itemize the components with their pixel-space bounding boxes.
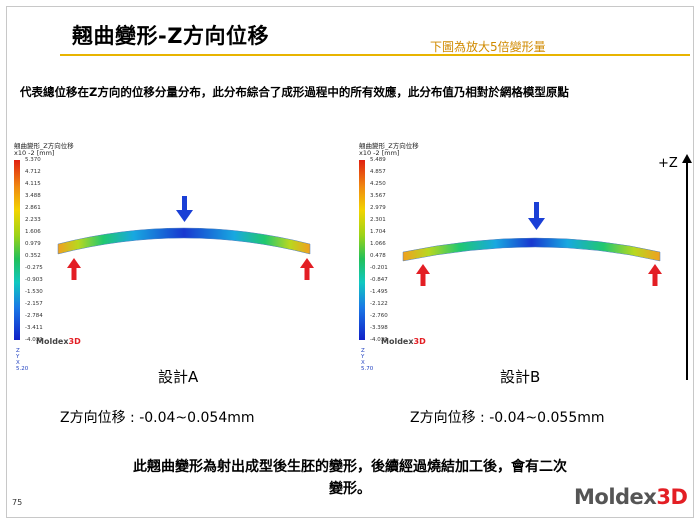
logo-text: Moldex bbox=[36, 337, 69, 346]
design-a-caption: 設計A bbox=[158, 368, 199, 386]
brand-accent: 3D bbox=[656, 485, 688, 509]
arrow-down-icon bbox=[176, 196, 193, 222]
scale-label: 2.233 bbox=[25, 217, 41, 223]
z-axis-label: +Z bbox=[658, 156, 678, 171]
plot-unit: x10 -2 [mm] bbox=[359, 149, 400, 157]
scale-label: 2.861 bbox=[25, 205, 41, 211]
deformed-part bbox=[402, 237, 661, 262]
slide-title: 翹曲變形-Z方向位移 bbox=[72, 24, 269, 48]
scale-label: -0.275 bbox=[25, 265, 43, 271]
moldex-logo-small: Moldex3D bbox=[381, 337, 426, 346]
slide-frame bbox=[6, 6, 694, 518]
title-underline bbox=[60, 54, 690, 56]
scale-label: -2.760 bbox=[370, 313, 388, 319]
conclusion-line: 此翹曲變形為射出成型後生胚的變形，後續經過燒結加工後，會有二次 bbox=[133, 459, 567, 475]
logo-accent: 3D bbox=[68, 337, 81, 346]
scale-label: -2.122 bbox=[370, 301, 388, 307]
description-text: 代表總位移在Z方向的位移分量分布，此分布綜合了成形過程中的所有效應，此分布值乃相… bbox=[20, 85, 569, 99]
design-b-displacement: Z方向位移 : -0.04~0.055mm bbox=[410, 410, 605, 426]
design-a-plot: 翹曲變形_Z方向位移 x10 -2 [mm] 5.370 4.712 4.115… bbox=[10, 138, 340, 378]
plot-unit: x10 -2 [mm] bbox=[14, 149, 55, 157]
moldex3d-logo: Moldex3D bbox=[574, 485, 688, 509]
scale-label: 0.352 bbox=[25, 253, 41, 259]
color-scale-labels: 5.370 4.712 4.115 3.488 2.861 2.233 1.60… bbox=[25, 157, 43, 343]
scale-label: 4.857 bbox=[370, 169, 386, 175]
z-axis-arrow-icon bbox=[682, 154, 692, 380]
scale-label: -4.039 bbox=[370, 337, 388, 343]
scale-label: -2.157 bbox=[25, 301, 43, 307]
axis-scale: 5.20 bbox=[16, 366, 29, 372]
warped-part-render bbox=[57, 196, 314, 280]
magnification-note: 下圖為放大5倍變形量 bbox=[430, 40, 546, 54]
warped-part-render bbox=[402, 202, 662, 286]
axis-scale: 5.70 bbox=[361, 366, 374, 372]
scale-label: -1.530 bbox=[25, 289, 43, 295]
page-number: 75 bbox=[12, 498, 23, 507]
conclusion-text: 此翹曲變形為射出成型後生胚的變形，後續經過燒結加工後，會有二次 變形。 bbox=[0, 456, 700, 500]
scale-label: 1.704 bbox=[370, 229, 386, 235]
axis-triad: Z Y X 5.70 bbox=[361, 348, 373, 372]
scale-label: 3.488 bbox=[25, 193, 41, 199]
brand-text: Moldex bbox=[574, 485, 657, 509]
scale-label: 4.115 bbox=[25, 181, 41, 187]
arrow-up-icon bbox=[416, 264, 430, 286]
plot-title: 翹曲變形_Z方向位移 bbox=[359, 142, 419, 150]
arrow-up-icon bbox=[300, 258, 314, 280]
scale-label: 0.478 bbox=[370, 253, 386, 259]
arrow-up-icon bbox=[67, 258, 81, 280]
scale-label: -3.398 bbox=[370, 325, 388, 331]
scale-label: -3.411 bbox=[25, 325, 43, 331]
scale-label: -2.784 bbox=[25, 313, 43, 319]
color-scale-bar bbox=[14, 160, 20, 340]
logo-text: Moldex bbox=[381, 337, 414, 346]
scale-label: 2.979 bbox=[370, 205, 386, 211]
design-a-displacement: Z方向位移 : -0.04~0.054mm bbox=[60, 410, 255, 426]
arrow-up-icon bbox=[648, 264, 662, 286]
scale-label: -1.495 bbox=[370, 289, 388, 295]
scale-label: -4.039 bbox=[25, 337, 43, 343]
axis-label: X bbox=[361, 360, 365, 366]
scale-label: -0.847 bbox=[370, 277, 388, 283]
design-b-caption: 設計B bbox=[500, 368, 541, 386]
axis-label: X bbox=[16, 360, 20, 366]
conclusion-line: 變形。 bbox=[329, 481, 371, 497]
logo-accent: 3D bbox=[413, 337, 426, 346]
arrow-down-icon bbox=[528, 202, 545, 230]
axis-label: Z bbox=[361, 348, 365, 354]
scale-label: 0.979 bbox=[25, 241, 41, 247]
scale-label: 1.066 bbox=[370, 241, 386, 247]
axis-label: Y bbox=[16, 354, 20, 360]
scale-label: 5.489 bbox=[370, 157, 386, 163]
scale-label: 4.712 bbox=[25, 169, 41, 175]
axis-label: Z bbox=[16, 348, 20, 354]
axis-triad: Z Y X 5.20 bbox=[16, 348, 28, 372]
scale-label: 1.606 bbox=[25, 229, 41, 235]
scale-label: 3.567 bbox=[370, 193, 386, 199]
scale-label: -0.903 bbox=[25, 277, 43, 283]
scale-label: 2.301 bbox=[370, 217, 386, 223]
axis-label: Y bbox=[361, 354, 365, 360]
moldex-logo-small: Moldex3D bbox=[36, 337, 81, 346]
color-scale-labels: 5.489 4.857 4.250 3.567 2.979 2.301 1.70… bbox=[370, 157, 388, 343]
scale-label: -0.201 bbox=[370, 265, 388, 271]
color-scale-bar bbox=[359, 160, 365, 340]
plot-title: 翹曲變形_Z方向位移 bbox=[14, 142, 74, 150]
scale-label: 4.250 bbox=[370, 181, 386, 187]
deformed-part bbox=[57, 227, 311, 255]
scale-label: 5.370 bbox=[25, 157, 41, 163]
design-b-plot: 翹曲變形_Z方向位移 x10 -2 [mm] 5.489 4.857 4.250… bbox=[355, 138, 685, 378]
